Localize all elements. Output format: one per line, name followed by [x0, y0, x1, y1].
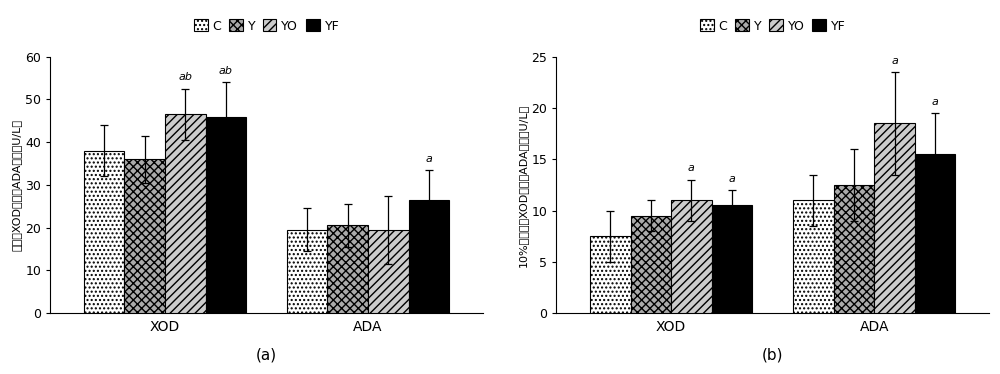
Bar [834, 185, 874, 313]
Legend: C, Y, YO, YF: C, Y, YO, YF [697, 17, 848, 35]
Text: a: a [426, 153, 432, 163]
Bar [631, 216, 671, 313]
Bar [368, 230, 409, 313]
Text: ab: ab [178, 72, 192, 82]
Bar [206, 117, 246, 313]
Bar [409, 200, 449, 313]
Bar [124, 159, 165, 313]
Bar [84, 151, 124, 313]
Bar [287, 230, 327, 313]
Bar [874, 123, 915, 313]
Text: a: a [688, 163, 695, 173]
Text: ab: ab [219, 66, 233, 76]
Bar [915, 154, 955, 313]
Bar [165, 114, 206, 313]
Bar [671, 200, 712, 313]
Bar [712, 205, 752, 313]
Legend: C, Y, YO, YF: C, Y, YO, YF [191, 17, 342, 35]
Text: a: a [729, 174, 736, 184]
Text: a: a [891, 56, 898, 66]
X-axis label: (b): (b) [762, 348, 783, 363]
Y-axis label: 10%肝匀浆中XOD活性和ADA活性（U/L）: 10%肝匀浆中XOD活性和ADA活性（U/L） [517, 103, 527, 267]
X-axis label: (a): (a) [256, 348, 277, 363]
Bar [793, 200, 834, 313]
Text: a: a [932, 97, 939, 107]
Y-axis label: 血清中XOD活性和ADA活性（U/L）: 血清中XOD活性和ADA活性（U/L） [11, 119, 21, 251]
Bar [590, 236, 631, 313]
Bar [327, 226, 368, 313]
